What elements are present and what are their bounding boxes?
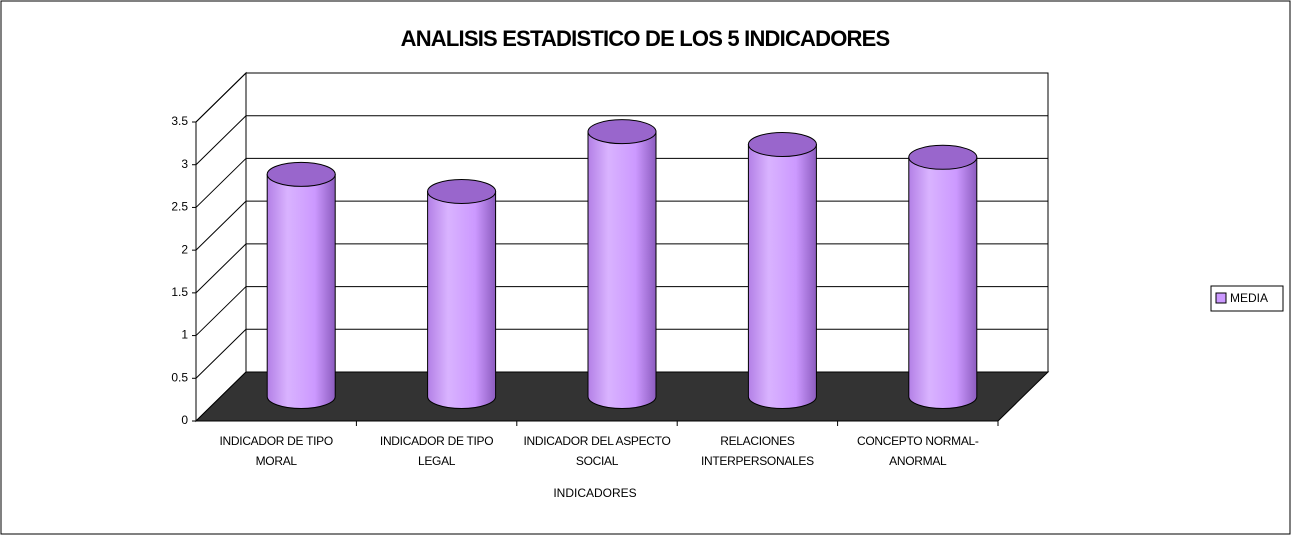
legend-label: MEDIA xyxy=(1230,291,1268,305)
bar-top xyxy=(587,119,657,145)
bar-top xyxy=(747,131,817,157)
grid-line xyxy=(195,115,247,166)
grid-line xyxy=(195,158,247,208)
chart-title: ANALISIS ESTADISTICO DE LOS 5 INDICADORE… xyxy=(401,26,890,51)
bar-top xyxy=(266,161,336,187)
y-tick-label: 0 xyxy=(181,413,188,427)
x-tick-label: INDICADOR DE TIPO MORAL xyxy=(219,434,334,468)
x-tick-label: INDICADOR DE TIPO LEGAL xyxy=(379,434,494,468)
grid-line xyxy=(195,243,247,294)
bar xyxy=(266,173,336,409)
legend-swatch xyxy=(1215,292,1227,304)
y-tick-label: 1 xyxy=(181,328,188,342)
grid-line xyxy=(195,286,247,336)
y-tick-label: 0.5 xyxy=(171,370,188,384)
y-tick-label: 3.5 xyxy=(171,114,188,128)
y-tick-label: 2 xyxy=(181,242,188,256)
grid-line xyxy=(195,200,247,251)
bar-top xyxy=(427,178,497,204)
bar xyxy=(747,143,817,409)
x-tick-label: INDICADOR DEL ASPECTO SOCIAL xyxy=(523,434,671,468)
x-tick-label: RELACIONES INTERPERSONALES xyxy=(700,434,814,468)
side-wall xyxy=(195,71,247,423)
bar-top xyxy=(908,144,978,170)
grid-line xyxy=(195,72,247,123)
legend-box xyxy=(1210,285,1284,312)
x-tick-label: CONCEPTO NORMAL-ANORMAL xyxy=(856,434,979,468)
grid-line xyxy=(195,328,247,379)
bar xyxy=(908,156,978,409)
x-axis-label: INDICADORES xyxy=(553,486,636,500)
y-tick-label: 1.5 xyxy=(171,285,188,299)
bar xyxy=(427,190,497,409)
y-tick-label: 3 xyxy=(181,157,188,171)
bar xyxy=(587,131,657,409)
y-tick-label: 2.5 xyxy=(171,200,188,214)
